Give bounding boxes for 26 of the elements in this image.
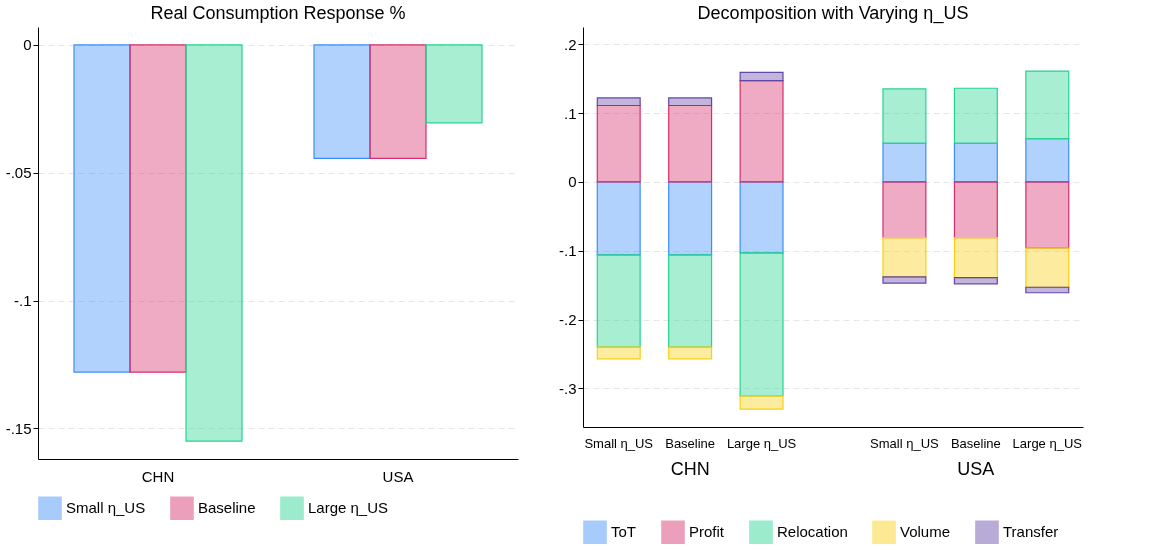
y-tick-label: -.1: [13, 292, 32, 310]
x-tick-label: Small η_US: [870, 435, 940, 451]
y-tick-label: -.1: [558, 242, 577, 260]
y-tick-label: -.3: [558, 379, 577, 397]
y-tick-label: -.2: [558, 311, 577, 329]
y-tick-label: -.05: [5, 164, 32, 182]
legend-label: Volume: [900, 523, 951, 541]
legend-label: Transfer: [1003, 523, 1059, 541]
x-tick-label: Small η_US: [584, 435, 654, 451]
x-tick-label: Large η_US: [1012, 435, 1083, 451]
legend-label: Large η_US: [308, 499, 389, 517]
y-tick-label: 0: [568, 173, 577, 191]
x-tick-label: Baseline: [950, 435, 1001, 451]
chart-title: Real Consumption Response %: [150, 3, 406, 23]
y-tick-label: 0: [23, 36, 32, 54]
y-tick-label: .1: [563, 104, 577, 122]
legend-label: Small η_US: [66, 499, 146, 517]
y-tick-label: -.15: [5, 419, 32, 437]
legend-label: ToT: [611, 523, 637, 541]
legend-label: Baseline: [198, 499, 256, 517]
legend-label: Relocation: [777, 523, 848, 541]
legend-label: Profit: [689, 523, 725, 541]
y-tick-label: .2: [563, 35, 577, 53]
x-tick-label: Baseline: [665, 435, 716, 451]
x-tick-label: Large η_US: [726, 435, 797, 451]
chart-title: Decomposition with Varying η_US: [697, 3, 969, 24]
